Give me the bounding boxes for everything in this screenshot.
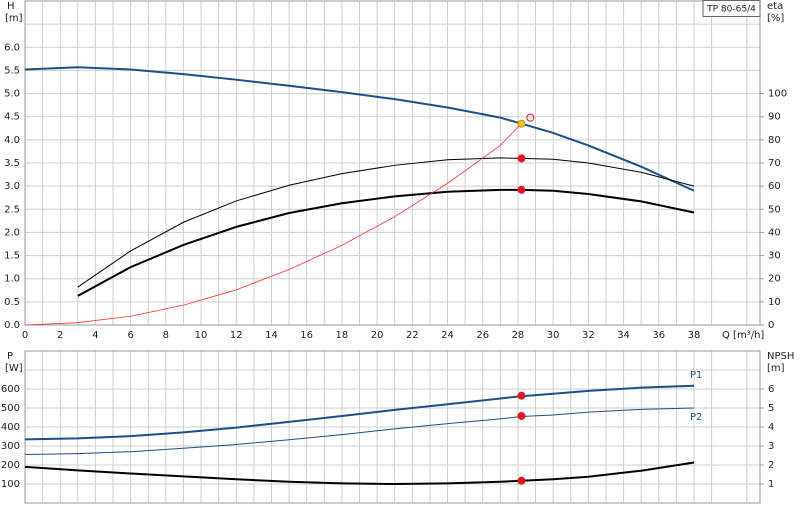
y-tick-label: 200	[1, 460, 20, 471]
operating-point	[517, 119, 526, 128]
y2-tick-label: 5	[768, 403, 774, 414]
x-tick-label: 34	[617, 330, 630, 341]
x-tick-label: 6	[127, 330, 133, 341]
curve	[24, 384, 695, 441]
x-tick-label: 26	[476, 330, 489, 341]
y2-tick-label: 100	[768, 89, 787, 100]
operating-point	[517, 391, 526, 400]
curve	[77, 188, 695, 297]
y2-tick-label: 10	[768, 297, 781, 308]
operating-point	[526, 113, 535, 122]
y-tick-label: 6.0	[4, 42, 20, 53]
x-axis-label: Q [m³/h]	[722, 330, 764, 341]
curve	[24, 123, 522, 326]
y2-axis-unit: [%]	[767, 13, 784, 24]
x-tick-label: 36	[652, 330, 665, 341]
x-tick-label: 8	[163, 330, 169, 341]
x-tick-label: 28	[512, 330, 525, 341]
curve	[24, 66, 695, 192]
y2-tick-label: 6	[768, 384, 774, 395]
y2-tick-label: 50	[768, 204, 781, 215]
y2-axis-label: eta	[767, 1, 783, 12]
y-tick-label: 2.5	[4, 204, 20, 215]
y-tick-label: 400	[1, 422, 20, 433]
y-tick-label: 2.0	[4, 227, 20, 238]
y2-axis-label: NPSH	[767, 351, 794, 362]
x-tick-label: 32	[582, 330, 595, 341]
x-tick-label: 24	[441, 330, 454, 341]
y-tick-label: 4.5	[4, 112, 20, 123]
curve	[24, 461, 695, 486]
x-tick-label: 10	[195, 330, 208, 341]
y2-tick-label: 20	[768, 274, 781, 285]
y-axis-label: P	[7, 351, 13, 362]
y2-tick-label: 2	[768, 460, 774, 471]
x-tick-label: 2	[57, 330, 63, 341]
series-label: P1	[690, 370, 702, 381]
x-tick-label: 12	[230, 330, 243, 341]
y2-tick-label: 80	[768, 135, 781, 146]
y2-tick-label: 60	[768, 181, 781, 192]
series-label: P2	[690, 412, 702, 423]
y2-tick-label: 4	[768, 422, 774, 433]
y2-tick-label: 1	[768, 479, 774, 490]
y-tick-label: 3.5	[4, 158, 20, 169]
y-tick-label: 4.0	[4, 135, 20, 146]
curve	[24, 407, 694, 456]
y-axis-unit: [m]	[5, 13, 23, 24]
x-tick-label: 14	[265, 330, 278, 341]
y2-axis-unit: [m]	[767, 363, 785, 374]
y-tick-label: 600	[1, 384, 20, 395]
x-tick-label: 30	[547, 330, 560, 341]
y-tick-label: 300	[1, 441, 20, 452]
y-axis-label: H	[7, 1, 15, 12]
x-tick-label: 38	[688, 330, 701, 341]
operating-point	[517, 185, 526, 194]
chart-title: TP 80-65/4	[706, 5, 756, 15]
y-tick-label: 1.0	[4, 274, 20, 285]
y-tick-label: 5.5	[4, 65, 20, 76]
y-tick-label: 0.0	[4, 320, 20, 331]
x-tick-label: 0	[22, 330, 28, 341]
y-tick-label: 5.0	[4, 89, 20, 100]
y2-tick-label: 30	[768, 251, 781, 262]
curve	[77, 157, 695, 288]
operating-point	[517, 411, 526, 420]
x-tick-label: 4	[92, 330, 98, 341]
y-tick-label: 500	[1, 403, 20, 414]
y2-tick-label: 70	[768, 158, 781, 169]
y2-tick-label: 40	[768, 227, 781, 238]
operating-point	[517, 476, 526, 485]
operating-point	[517, 154, 526, 163]
x-tick-label: 16	[300, 330, 313, 341]
y-tick-label: 3.0	[4, 181, 20, 192]
x-tick-label: 20	[371, 330, 384, 341]
y2-tick-label: 3	[768, 441, 774, 452]
y-axis-unit: [W]	[5, 363, 23, 374]
y2-tick-label: 90	[768, 112, 781, 123]
y-tick-label: 0.5	[4, 297, 20, 308]
y-tick-label: 1.5	[4, 251, 20, 262]
title-box	[702, 0, 761, 17]
x-tick-label: 18	[336, 330, 349, 341]
y-tick-label: 100	[1, 479, 20, 490]
y2-tick-label: 0	[768, 320, 774, 331]
x-tick-label: 22	[406, 330, 419, 341]
